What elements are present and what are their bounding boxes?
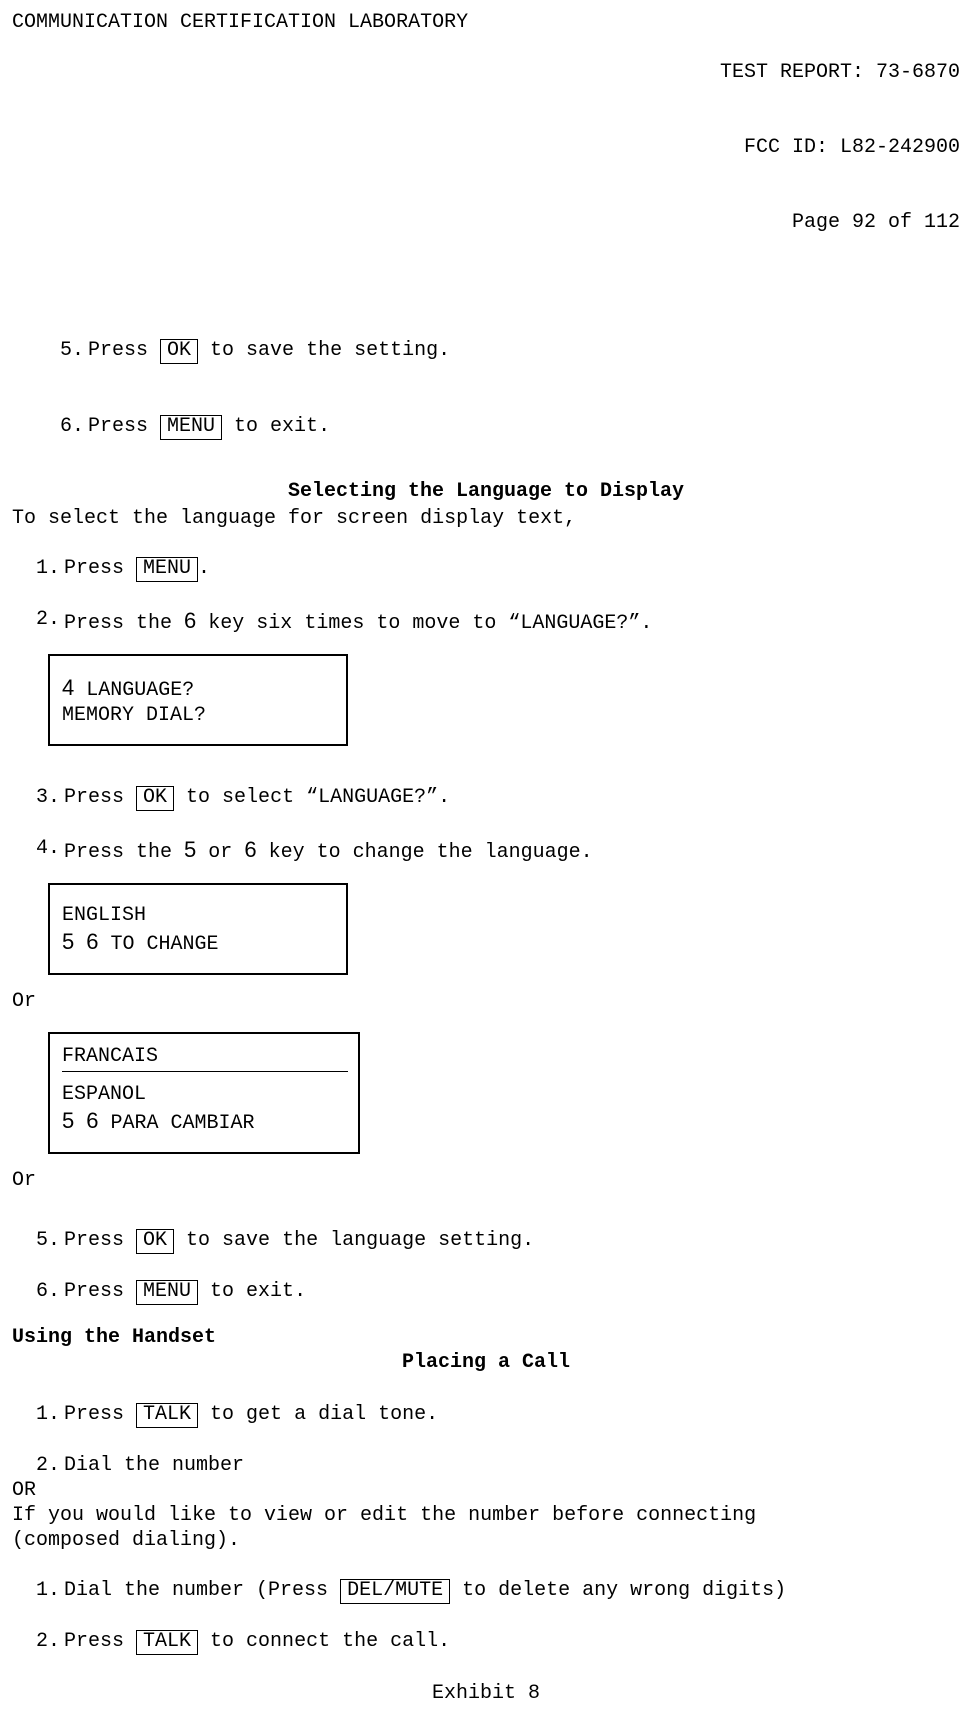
step-text: Press: [88, 415, 160, 438]
display-num: 4: [62, 675, 74, 700]
display-screen-3: FRANCAIS ESPANOL 5 6 PARA CAMBIAR: [48, 1032, 360, 1154]
step-text: to get a dial tone.: [198, 1403, 438, 1426]
step-text: Dial the number (Press: [64, 1579, 340, 1602]
step-number: 2.: [36, 1453, 64, 1478]
step-text: Press: [64, 557, 136, 580]
key-6: 6: [184, 608, 196, 633]
display-row: ENGLISH: [62, 903, 336, 928]
header-left: COMMUNICATION CERTIFICATION LABORATORY: [12, 10, 468, 285]
menu-button[interactable]: MENU: [136, 557, 198, 582]
step-number: 2.: [36, 607, 64, 632]
step-number: 5.: [60, 338, 88, 363]
step-text: Dial the number: [64, 1454, 244, 1477]
placing-step-1: 1.Press TALK to get a dial tone.: [12, 1377, 960, 1428]
header-page: Page 92 of 112: [720, 210, 960, 235]
handset-heading: Using the Handset: [12, 1325, 960, 1350]
step-text: Press: [88, 339, 160, 362]
step-5: 5.Press OK to save the setting.: [12, 313, 960, 389]
key-5: 5: [184, 837, 196, 862]
composed-line-1: If you would like to view or edit the nu…: [12, 1503, 960, 1528]
menu-button[interactable]: MENU: [160, 415, 222, 440]
footer-exhibit: Exhibit 8: [12, 1681, 960, 1706]
lang-step-4: 4.Press the 5 or 6 key to change the lan…: [12, 811, 960, 865]
display-text: TO CHANGE: [99, 933, 219, 956]
step-6: 6.Press MENU to exit.: [12, 389, 960, 465]
step-number: 4.: [36, 836, 64, 861]
step-text: to save the language setting.: [174, 1229, 534, 1252]
placing-or: OR: [12, 1478, 960, 1503]
step-text: key six times to move to “LANGUAGE?”.: [196, 612, 652, 635]
display-text: PARA CAMBIAR: [99, 1112, 255, 1135]
display-row: ESPANOL: [62, 1082, 348, 1107]
ok-button[interactable]: OK: [136, 786, 174, 811]
key-5: 5: [62, 1108, 74, 1133]
composed-step-2: 2.Press TALK to connect the call.: [12, 1604, 960, 1655]
del-mute-button[interactable]: DEL/MUTE: [340, 1579, 450, 1604]
ok-button[interactable]: OK: [160, 339, 198, 364]
step-text: or: [196, 841, 244, 864]
step-text: Press the: [64, 841, 184, 864]
step-number: 1.: [36, 556, 64, 581]
lang-step-3: 3.Press OK to select “LANGUAGE?”.: [12, 760, 960, 811]
or-label: Or: [12, 989, 960, 1014]
header-fccid: FCC ID: L82-242900: [720, 135, 960, 160]
header-report: TEST REPORT: 73-6870: [720, 60, 960, 85]
display-screen-1: 4 LANGUAGE? MEMORY DIAL?: [48, 654, 348, 746]
step-text: Press the: [64, 612, 184, 635]
step-text: to save the setting.: [198, 339, 450, 362]
step-text: Press: [64, 1403, 136, 1426]
step-text: to delete any wrong digits): [450, 1579, 786, 1602]
step-text: to exit.: [198, 1280, 306, 1303]
placing-call-heading: Placing a Call: [12, 1350, 960, 1375]
step-text: key to change the language.: [257, 841, 593, 864]
ok-button[interactable]: OK: [136, 1229, 174, 1254]
step-text: to exit.: [222, 415, 330, 438]
language-intro: To select the language for screen displa…: [12, 506, 960, 531]
lang-step-6: 6.Press MENU to exit.: [12, 1254, 960, 1305]
talk-button[interactable]: TALK: [136, 1630, 198, 1655]
header-right: TEST REPORT: 73-6870 FCC ID: L82-242900 …: [720, 10, 960, 285]
step-text: to select “LANGUAGE?”.: [174, 786, 450, 809]
step-number: 2.: [36, 1629, 64, 1654]
talk-button[interactable]: TALK: [136, 1403, 198, 1428]
step-number: 1.: [36, 1402, 64, 1427]
top-steps: 5.Press OK to save the setting. 6.Press …: [12, 313, 960, 465]
display-row: 5 6 TO CHANGE: [62, 928, 336, 957]
composed-step-1: 1.Dial the number (Press DEL/MUTE to del…: [12, 1553, 960, 1604]
step-number: 3.: [36, 785, 64, 810]
display-text: LANGUAGE?: [74, 679, 194, 702]
page-header: COMMUNICATION CERTIFICATION LABORATORY T…: [12, 10, 960, 285]
step-text: Press: [64, 1229, 136, 1252]
key-5: 5: [62, 929, 74, 954]
step-text: Press: [64, 1280, 136, 1303]
lang-step-1: 1.Press MENU.: [12, 531, 960, 582]
display-row: MEMORY DIAL?: [62, 703, 336, 728]
display-screen-2: ENGLISH 5 6 TO CHANGE: [48, 883, 348, 975]
display-row: 5 6 PARA CAMBIAR: [62, 1107, 348, 1136]
lang-step-5: 5.Press OK to save the language setting.: [12, 1203, 960, 1254]
step-text: Press: [64, 1630, 136, 1653]
step-number: 6.: [60, 414, 88, 439]
display-row: FRANCAIS: [62, 1044, 348, 1072]
key-6: 6: [86, 929, 98, 954]
key-6: 6: [86, 1108, 98, 1133]
language-heading: Selecting the Language to Display: [12, 479, 960, 504]
placing-step-2: 2.Dial the number: [12, 1428, 960, 1478]
composed-line-2: (composed dialing).: [12, 1528, 960, 1553]
step-text: Press: [64, 786, 136, 809]
step-text: to connect the call.: [198, 1630, 450, 1653]
lang-step-2: 2.Press the 6 key six times to move to “…: [12, 582, 960, 636]
display-row: 4 LANGUAGE?: [62, 674, 336, 703]
step-text: .: [198, 557, 210, 580]
menu-button[interactable]: MENU: [136, 1280, 198, 1305]
key-6: 6: [244, 837, 256, 862]
step-number: 5.: [36, 1228, 64, 1253]
step-number: 6.: [36, 1279, 64, 1304]
step-number: 1.: [36, 1578, 64, 1603]
or-label: Or: [12, 1168, 960, 1193]
